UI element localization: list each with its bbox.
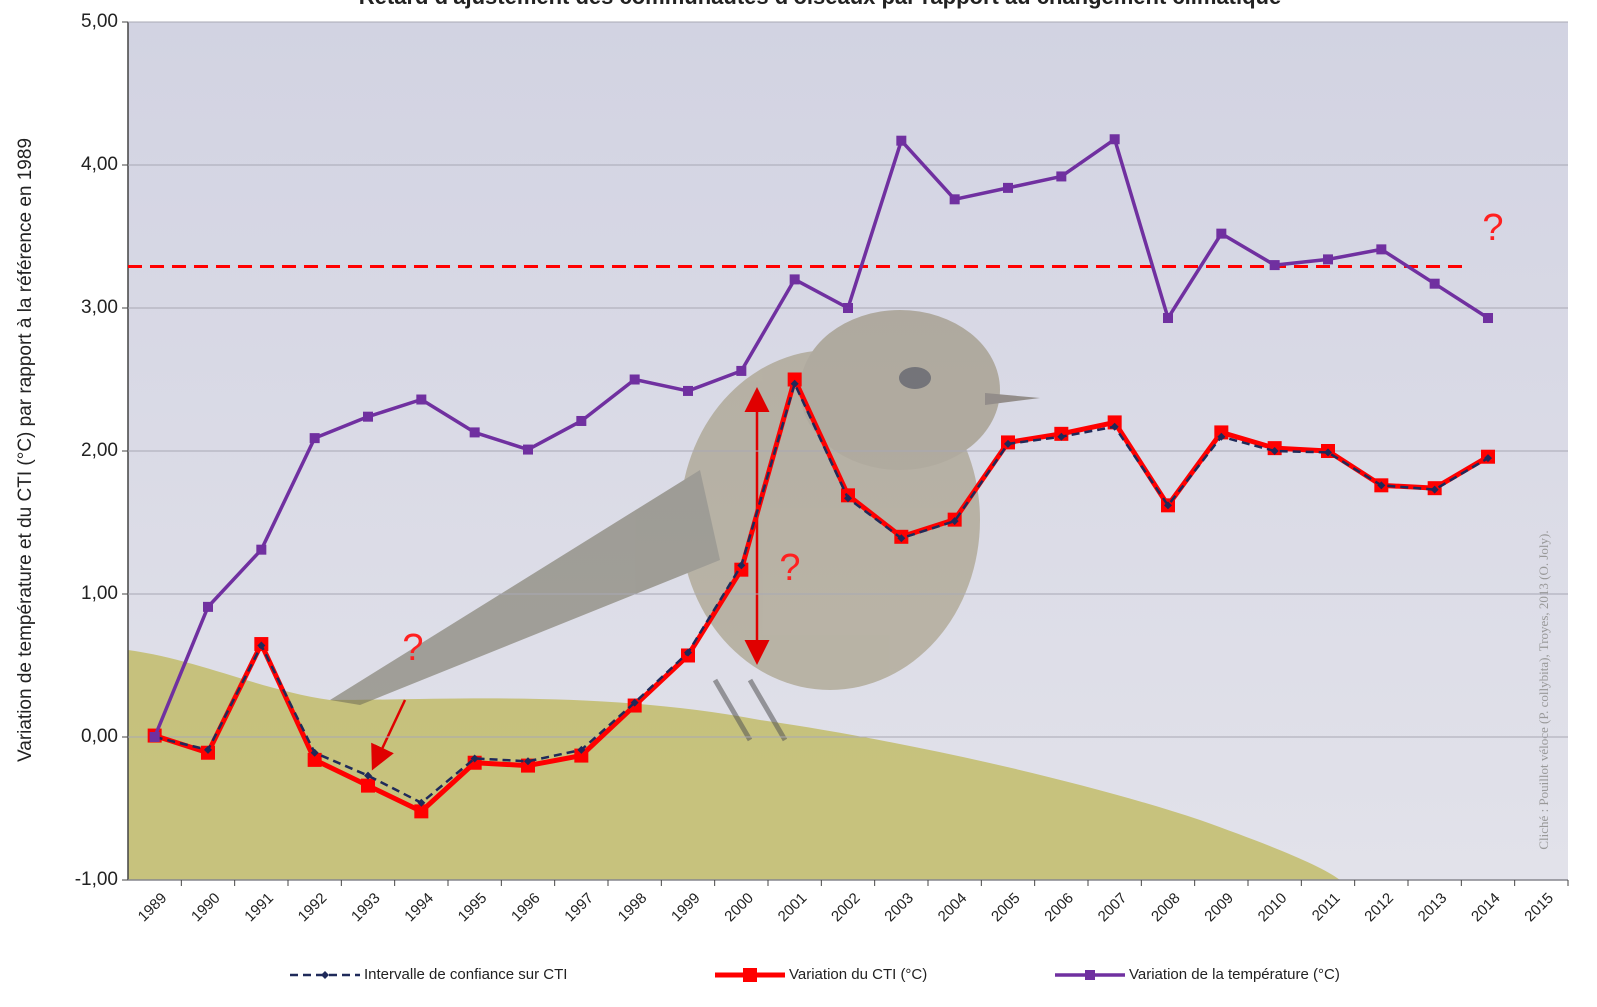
- x-tick-label: 1993: [348, 890, 384, 926]
- data-point: [203, 602, 213, 612]
- x-tick-label: 2007: [1095, 890, 1131, 926]
- data-point: [1003, 183, 1013, 193]
- photo-credit: Cliché : Pouillot véloce (P. collybita),…: [1536, 530, 1551, 849]
- x-tick-label: 1997: [561, 890, 597, 926]
- x-tick-label: 1991: [241, 890, 277, 926]
- data-point: [361, 779, 375, 793]
- x-tick-label: 1992: [295, 890, 331, 926]
- x-tick-label: 2015: [1521, 890, 1557, 926]
- y-tick-label: 1,00: [81, 583, 118, 604]
- legend-label: Variation du CTI (°C): [789, 966, 927, 983]
- annotation: ?: [1482, 207, 1503, 249]
- x-tick-label: 1994: [401, 890, 437, 926]
- x-tick-label: 2013: [1415, 890, 1451, 926]
- x-tick-label: 2000: [721, 890, 757, 926]
- data-point: [950, 194, 960, 204]
- data-point: [523, 445, 533, 455]
- y-tick-label: 3,00: [81, 297, 118, 318]
- x-tick-label: 2009: [1201, 890, 1237, 926]
- y-axis-label: Variation de température et du CTI (°C) …: [15, 138, 36, 762]
- chart: Retard d'ajustement des communautés d'oi…: [0, 0, 1597, 1007]
- x-tick-label: 2010: [1255, 890, 1291, 926]
- y-tick-label: 4,00: [81, 154, 118, 175]
- data-point: [1056, 171, 1066, 181]
- legend-marker: [743, 968, 757, 982]
- x-tick-label: 2011: [1309, 890, 1344, 925]
- data-point: [1483, 313, 1493, 323]
- data-point: [1270, 260, 1280, 270]
- data-point: [736, 366, 746, 376]
- y-tick-label: -1,00: [75, 869, 118, 890]
- x-tick-label: 1990: [188, 890, 224, 926]
- data-point: [470, 427, 480, 437]
- x-tick-label: 2012: [1361, 890, 1397, 926]
- y-tick-label: 5,00: [81, 11, 118, 32]
- x-tick-label: 1989: [135, 890, 171, 926]
- legend-marker: [1085, 970, 1095, 980]
- x-tick-label: 2002: [828, 890, 864, 926]
- data-point: [1376, 244, 1386, 254]
- x-tick-label: 1996: [508, 890, 544, 926]
- x-tick-label: 2006: [1041, 890, 1077, 926]
- y-tick-label: 0,00: [81, 726, 118, 747]
- data-point: [363, 412, 373, 422]
- chart-title: Retard d'ajustement des communautés d'oi…: [359, 0, 1281, 9]
- data-point: [416, 395, 426, 405]
- annotation: ?: [779, 547, 800, 589]
- legend-marker: [321, 971, 329, 979]
- x-tick-label: 2001: [775, 890, 811, 926]
- x-tick-label: 2003: [881, 890, 917, 926]
- x-tick-label: 2004: [935, 890, 971, 926]
- x-tick-label: 1995: [455, 890, 491, 926]
- data-point: [843, 303, 853, 313]
- data-point: [1430, 279, 1440, 289]
- data-point: [310, 433, 320, 443]
- data-point: [1216, 229, 1226, 239]
- x-tick-label: 2005: [988, 890, 1024, 926]
- x-tick-label: 2014: [1468, 890, 1504, 926]
- data-point: [1110, 134, 1120, 144]
- data-point: [683, 386, 693, 396]
- legend-label: Intervalle de confiance sur CTI: [364, 966, 567, 983]
- x-tick-label: 1999: [668, 890, 704, 926]
- x-tick-label: 1998: [615, 890, 651, 926]
- legend-label: Variation de la température (°C): [1129, 966, 1340, 983]
- data-point: [1163, 313, 1173, 323]
- data-point: [790, 274, 800, 284]
- data-point: [630, 375, 640, 385]
- data-point: [1323, 254, 1333, 264]
- annotation: ?: [402, 627, 423, 669]
- data-point: [256, 545, 266, 555]
- data-point: [896, 136, 906, 146]
- y-tick-label: 2,00: [81, 440, 118, 461]
- data-point: [150, 732, 160, 742]
- x-tick-label: 2008: [1148, 890, 1184, 926]
- data-point: [576, 416, 586, 426]
